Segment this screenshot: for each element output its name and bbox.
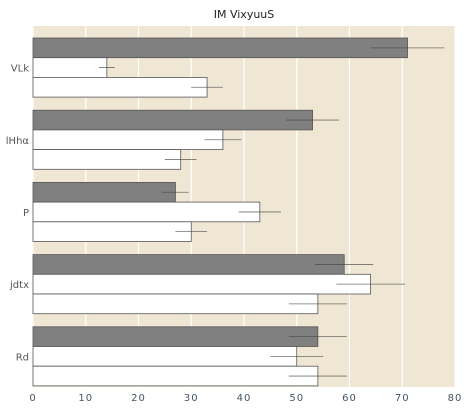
x-tick-label: 50 bbox=[289, 393, 304, 404]
bar-VLk-s2 bbox=[32, 77, 208, 98]
bar-P-s0 bbox=[32, 181, 176, 203]
bar-Rd-s0 bbox=[32, 326, 319, 347]
y-tick-label: Rd bbox=[16, 352, 29, 363]
y-tick-label: lHhα bbox=[6, 136, 30, 147]
x-tick-label: 40 bbox=[237, 393, 252, 404]
bar-lHhα-s1 bbox=[32, 129, 224, 150]
error-bars bbox=[98, 47, 445, 377]
bar-VLk-s0 bbox=[32, 37, 408, 59]
y-tick-label: VLk bbox=[11, 64, 29, 75]
x-tick-label: 70 bbox=[395, 393, 410, 404]
bar-jdtx-s2 bbox=[32, 293, 319, 315]
bars bbox=[32, 37, 408, 387]
bar-jdtx-s1 bbox=[32, 273, 372, 295]
bar-lHhα-s2 bbox=[32, 149, 182, 170]
x-tick-label: 10 bbox=[78, 393, 93, 404]
bar-jdtx-s0 bbox=[32, 254, 345, 275]
bar-lHhα-s0 bbox=[32, 109, 313, 131]
bar-VLk-s1 bbox=[32, 57, 108, 78]
x-tick-label: 20 bbox=[131, 393, 146, 404]
bar-P-s2 bbox=[32, 221, 192, 242]
bar-Rd-s1 bbox=[32, 346, 298, 367]
chart-title: IM VixyuuS bbox=[214, 8, 275, 21]
bar-Rd-s2 bbox=[32, 365, 319, 387]
x-tick-label: 0 bbox=[29, 393, 36, 404]
x-tick-labels: 0 10 20 30 40 50 60 70 80 bbox=[29, 393, 463, 404]
y-tick-label: P bbox=[23, 208, 29, 219]
x-tick-label: 60 bbox=[342, 393, 357, 404]
x-tick-label: 30 bbox=[184, 393, 199, 404]
y-tick-label: jdtx bbox=[9, 280, 29, 291]
x-tick-label: 80 bbox=[448, 393, 463, 404]
bar-P-s1 bbox=[32, 201, 261, 223]
